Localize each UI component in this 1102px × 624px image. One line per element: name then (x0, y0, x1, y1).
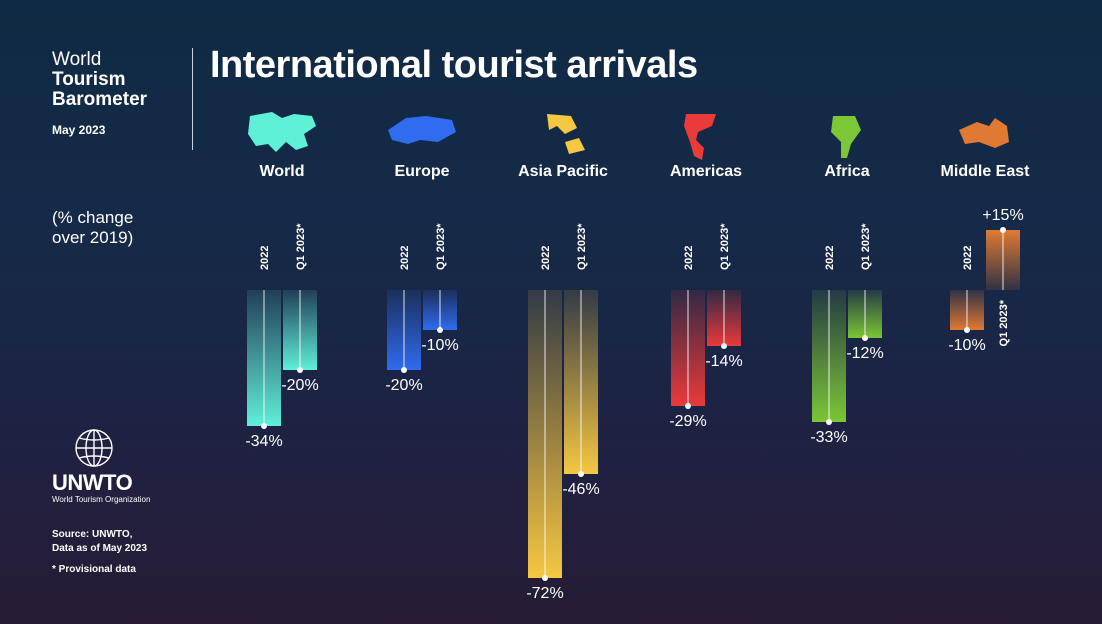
source-note: Source: UNWTO, Data as of May 2023 (52, 528, 147, 556)
value-label-middle-east-2022: -10% (948, 337, 985, 354)
period-label-africa-2022: 2022 (824, 246, 836, 270)
bar-tip-dot-africa-q1-2023 (862, 335, 868, 341)
americas-map-icon (684, 114, 716, 160)
value-label-africa-q1-2023: -12% (846, 345, 883, 362)
region-label-asia-pacific: Asia Pacific (518, 163, 608, 180)
region-label-americas: Americas (670, 163, 742, 180)
value-label-europe-q1-2023: -10% (421, 337, 458, 354)
chart-subtitle: (% change over 2019) (52, 208, 134, 247)
value-label-asia-pacific-2022: -72% (526, 585, 563, 602)
unwto-logo-text: UNWTO (52, 470, 133, 495)
period-label-asia-pacific-2022: 2022 (540, 246, 552, 270)
period-label-middle-east-q1-2023: Q1 2023* (998, 299, 1010, 346)
value-label-americas-q1-2023: -14% (705, 353, 742, 370)
value-label-asia-pacific-q1-2023: -46% (562, 481, 599, 498)
bar-tip-dot-world-2022 (261, 423, 267, 429)
value-label-americas-2022: -29% (669, 413, 706, 430)
bar-tip-dot-americas-q1-2023 (721, 343, 727, 349)
period-label-europe-q1-2023: Q1 2023* (435, 223, 447, 270)
globe-icon (75, 429, 113, 467)
value-label-africa-2022: -33% (810, 429, 847, 446)
brand-line-tourism: Tourism (52, 69, 126, 90)
source-line-2: Data as of May 2023 (52, 543, 148, 554)
value-label-world-q1-2023: -20% (281, 377, 318, 394)
world-map-icon (248, 112, 316, 152)
bar-tip-dot-world-q1-2023 (297, 367, 303, 373)
period-label-americas-q1-2023: Q1 2023* (719, 223, 731, 270)
africa-map-icon (831, 116, 861, 158)
value-label-europe-2022: -20% (385, 377, 422, 394)
middle-east-map-icon (959, 118, 1009, 148)
europe-map-icon (388, 116, 456, 144)
bar-tip-dot-americas-2022 (685, 403, 691, 409)
period-label-americas-2022: 2022 (683, 246, 695, 270)
period-label-world-q1-2023: Q1 2023* (295, 223, 307, 270)
bar-tip-dot-europe-q1-2023 (437, 327, 443, 333)
page-title: International tourist arrivals (210, 44, 698, 86)
period-label-europe-2022: 2022 (399, 246, 411, 270)
unwto-logo-subtext: World Tourism Organization (52, 495, 151, 504)
region-label-africa: Africa (824, 163, 869, 180)
bar-tip-dot-middle-east-q1-2023 (1000, 227, 1006, 233)
bar-tip-dot-asia-pacific-2022 (542, 575, 548, 581)
region-label-middle-east: Middle East (941, 163, 1031, 180)
region-label-europe: Europe (394, 163, 449, 180)
brand-line-world: World (52, 49, 102, 70)
period-label-asia-pacific-q1-2023: Q1 2023* (576, 223, 588, 270)
value-label-middle-east-q1-2023: +15% (982, 207, 1023, 224)
report-date: May 2023 (52, 123, 106, 137)
bar-tip-dot-europe-2022 (401, 367, 407, 373)
bar-tip-dot-africa-2022 (826, 419, 832, 425)
header-divider (192, 48, 193, 150)
bar-tip-dot-asia-pacific-q1-2023 (578, 471, 584, 477)
period-label-world-2022: 2022 (259, 246, 271, 270)
region-label-world: World (259, 163, 304, 180)
bar-tip-dot-middle-east-2022 (964, 327, 970, 333)
asia-pacific-map-icon (547, 114, 585, 154)
period-label-africa-q1-2023: Q1 2023* (860, 223, 872, 270)
value-label-world-2022: -34% (245, 433, 282, 450)
period-label-middle-east-2022: 2022 (962, 246, 974, 270)
source-line-1: Source: UNWTO, (52, 529, 133, 540)
brand-line-barometer: Barometer (52, 89, 148, 110)
provisional-footnote: * Provisional data (52, 564, 136, 575)
